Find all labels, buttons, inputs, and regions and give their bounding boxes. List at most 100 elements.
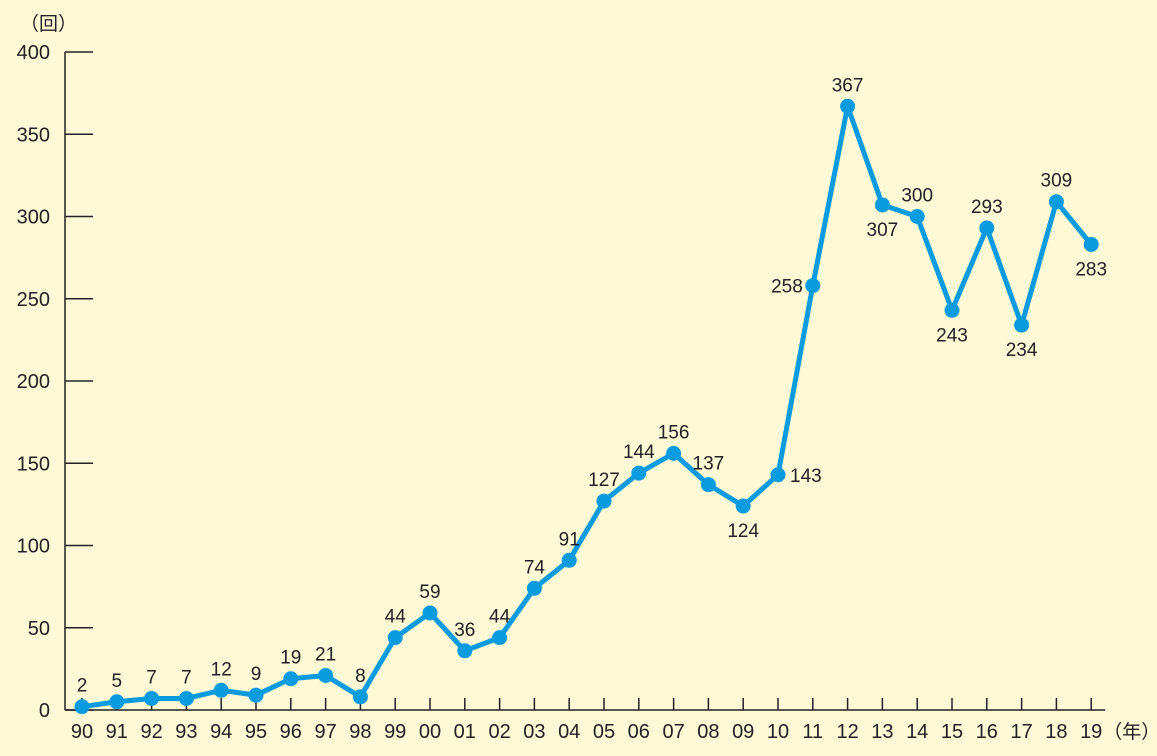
data-label: 19 <box>280 648 301 669</box>
x-tick-label: 97 <box>314 721 336 743</box>
data-point <box>1083 236 1099 252</box>
data-point <box>352 689 368 705</box>
x-tick-label: 08 <box>697 721 719 743</box>
data-point <box>283 671 299 687</box>
data-point <box>561 552 577 568</box>
x-tick-label: 00 <box>419 721 441 743</box>
x-tick-labels: 90 91 92 93 94 95 96 97 98 99 00 01 02 03 04 05 06 07 08 09… <box>71 721 1102 743</box>
y-tick-label: 200 <box>17 371 50 393</box>
data-label: 59 <box>419 582 440 603</box>
y-tick-label: 150 <box>17 453 50 475</box>
data-point <box>492 630 508 646</box>
data-label: 44 <box>489 607 511 628</box>
data-point <box>770 467 786 483</box>
data-label: 243 <box>936 325 968 346</box>
data-label: 12 <box>211 659 232 680</box>
x-tick-label: 10 <box>767 721 789 743</box>
y-axis-unit: （回） <box>20 13 77 35</box>
data-label: 367 <box>832 75 864 96</box>
x-tick-label: 19 <box>1080 721 1102 743</box>
x-axis-unit: （年） <box>1103 721 1157 743</box>
data-label: 8 <box>355 666 366 687</box>
data-point <box>805 278 821 294</box>
data-label: 91 <box>559 529 580 550</box>
data-label: 307 <box>867 220 899 241</box>
data-point <box>526 580 542 596</box>
data-point <box>1014 317 1030 333</box>
x-tick-label: 12 <box>836 721 858 743</box>
x-tick-label: 96 <box>280 721 302 743</box>
data-label: 7 <box>146 667 157 688</box>
data-point <box>666 445 682 461</box>
x-tick-label: 90 <box>71 721 93 743</box>
x-tick-label: 94 <box>210 721 232 743</box>
data-label: 144 <box>623 442 655 463</box>
x-tick-label: 16 <box>976 721 998 743</box>
data-label: 234 <box>1006 340 1038 361</box>
x-tick-label: 14 <box>906 721 928 743</box>
x-tick-label: 13 <box>871 721 893 743</box>
data-point <box>144 690 160 706</box>
x-tick-label: 11 <box>802 721 823 743</box>
data-label: 137 <box>693 454 725 475</box>
data-label: 293 <box>971 197 1003 218</box>
data-point <box>318 667 334 683</box>
data-label: 36 <box>454 620 475 641</box>
x-tick-label: 15 <box>941 721 963 743</box>
data-point <box>74 699 90 715</box>
x-tick-label: 03 <box>523 721 545 743</box>
data-label: 258 <box>771 277 803 298</box>
y-tick-label: 0 <box>39 700 50 722</box>
data-label: 300 <box>901 186 933 207</box>
x-tick-label: 09 <box>732 721 754 743</box>
data-point <box>840 98 856 114</box>
x-tick-label: 06 <box>628 721 650 743</box>
y-tick-labels: 0 50 100 150 200 250 300 350 400 <box>17 42 50 722</box>
x-tick-label: 92 <box>140 721 162 743</box>
x-tick-label: 04 <box>558 721 580 743</box>
data-point <box>178 690 194 706</box>
x-tick-label: 95 <box>245 721 267 743</box>
data-point <box>109 694 125 710</box>
data-point <box>1048 194 1064 210</box>
x-tick-label: 17 <box>1010 721 1032 743</box>
data-point <box>874 197 890 213</box>
y-tick-label: 50 <box>28 618 50 640</box>
data-label: 21 <box>315 644 336 665</box>
data-point <box>631 465 647 481</box>
data-point <box>979 220 995 236</box>
data-point <box>596 493 612 509</box>
x-tick-label: 07 <box>662 721 684 743</box>
data-point <box>213 682 229 698</box>
data-label: 2 <box>77 676 88 697</box>
x-tick-label: 99 <box>384 721 406 743</box>
data-label: 9 <box>251 664 262 685</box>
data-label: 143 <box>790 466 822 487</box>
data-point <box>387 630 403 646</box>
data-point <box>944 302 960 318</box>
data-point <box>248 687 264 703</box>
y-tick-label: 350 <box>17 124 50 146</box>
data-points <box>74 98 1099 715</box>
y-tick-label: 400 <box>17 42 50 64</box>
data-point <box>700 477 716 493</box>
x-tick-label: 18 <box>1045 721 1067 743</box>
data-label: 74 <box>524 557 546 578</box>
data-point <box>735 498 751 514</box>
data-label: 5 <box>112 671 123 692</box>
x-tick-label: 05 <box>593 721 615 743</box>
y-tick-label: 250 <box>17 289 50 311</box>
x-tick-label: 93 <box>175 721 197 743</box>
data-point <box>422 605 438 621</box>
y-tick-label: 300 <box>17 207 50 229</box>
x-tick-label: 01 <box>454 721 476 743</box>
data-label: 7 <box>181 667 192 688</box>
data-label: 124 <box>727 521 759 542</box>
data-point <box>457 643 473 659</box>
x-tick-label: 98 <box>349 721 371 743</box>
data-label: 127 <box>588 470 620 491</box>
data-label: 156 <box>658 422 690 443</box>
